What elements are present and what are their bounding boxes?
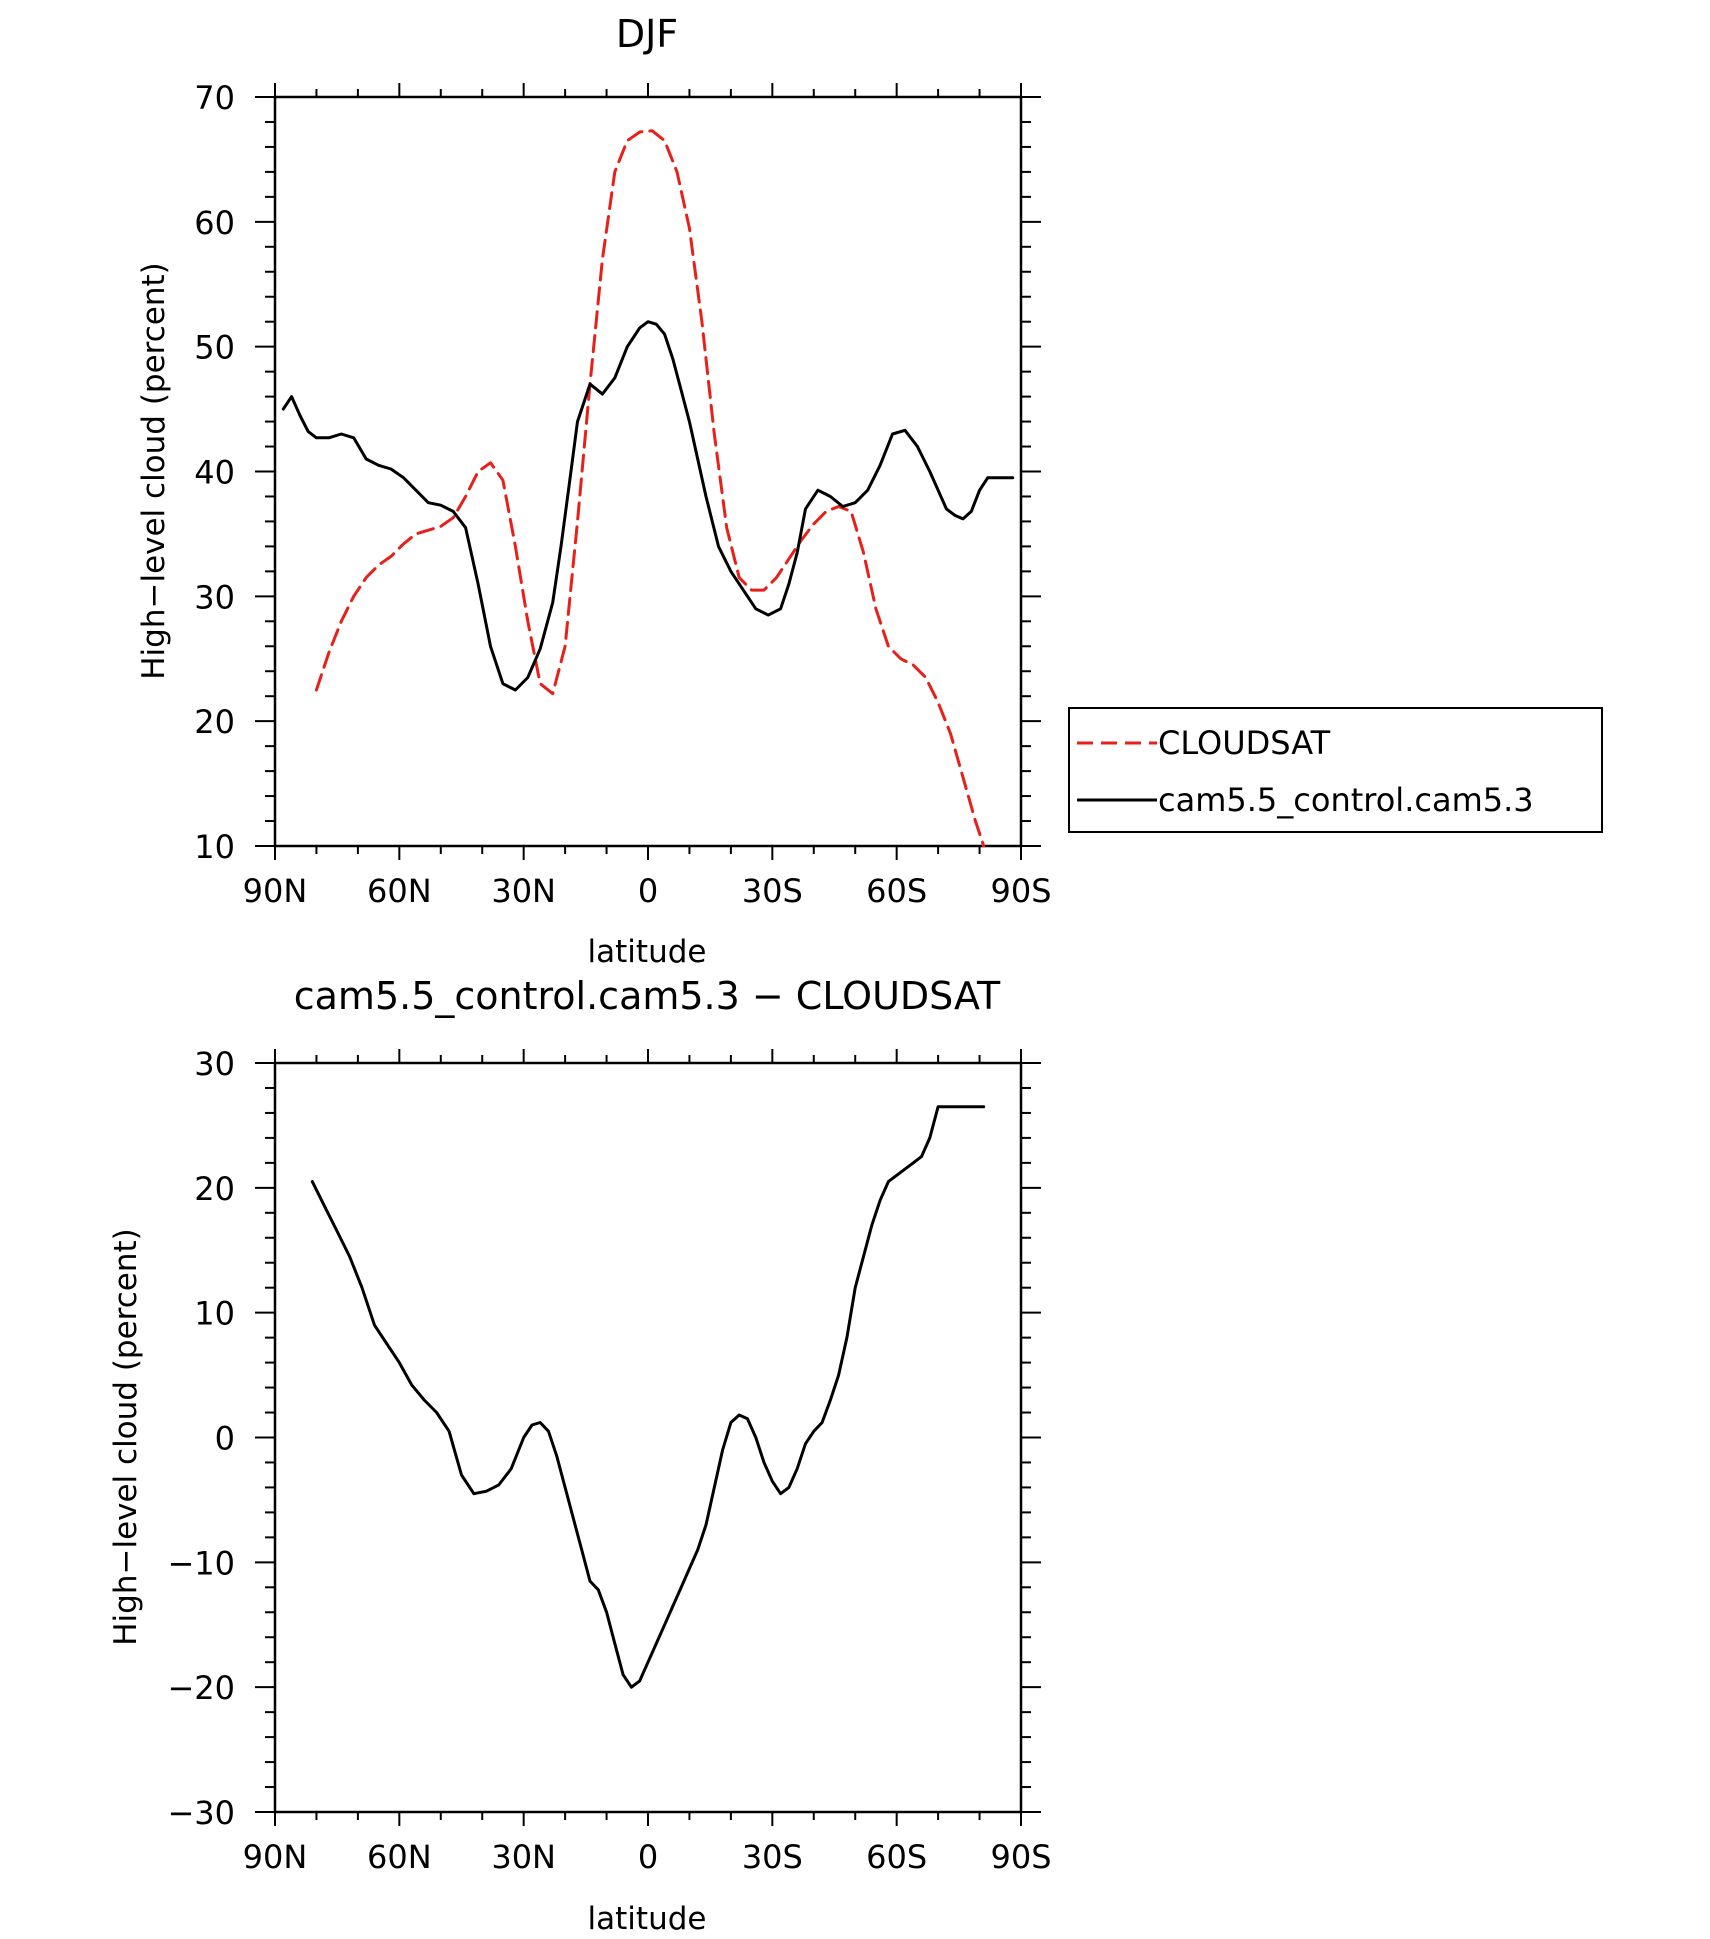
top-x-tick-label: 30N — [491, 872, 556, 910]
bottom-x-tick-label: 30N — [491, 1838, 556, 1876]
top-y-tick-label: 70 — [194, 79, 235, 117]
top-chart-plot-frame — [273, 95, 1023, 848]
top-x-tick-label: 60N — [367, 872, 432, 910]
top-y-tick-label: 20 — [194, 703, 235, 741]
top-chart-ticks — [255, 83, 1041, 860]
bottom-y-tick-label: −30 — [167, 1794, 235, 1832]
legend-label-cloudsat: CLOUDSAT — [1158, 724, 1331, 762]
top-y-tick-label: 10 — [194, 828, 235, 866]
bottom-y-tick-label: 30 — [194, 1045, 235, 1083]
top-y-tick-label: 50 — [194, 329, 235, 367]
top-series-line-cloudsat — [314, 129, 986, 848]
bottom-chart-ticks — [255, 1049, 1041, 1826]
bottom-x-tick-label: 90N — [243, 1838, 308, 1876]
top-chart-tick-labels: 90N 60N 30N 0 30S 60S 90S 10 20 30 40 50 60 70 — [194, 79, 1051, 910]
top-chart: DJF 90N 60N 30N 0 30S 60S 90S 10 20 30 40 50 60 70 la… — [136, 12, 1603, 970]
bottom-chart-series — [310, 1105, 986, 1689]
top-x-tick-label: 90S — [990, 872, 1051, 910]
bottom-x-tick-label: 60N — [367, 1838, 432, 1876]
bottom-x-tick-label: 90S — [990, 1838, 1051, 1876]
top-chart-series — [281, 129, 1015, 848]
legend-label-model: cam5.5_control.cam5.3 — [1158, 781, 1534, 819]
bottom-chart-plot-frame — [273, 1061, 1023, 1814]
legend-box — [1068, 707, 1603, 833]
top-y-tick-label: 30 — [194, 578, 235, 616]
top-chart-x-axis-label: latitude — [588, 934, 707, 970]
bottom-series-line-difference — [310, 1105, 986, 1689]
top-chart-title: DJF — [616, 12, 678, 56]
bottom-x-tick-label: 30S — [742, 1838, 803, 1876]
bottom-y-tick-label: 10 — [194, 1295, 235, 1333]
bottom-y-tick-label: 20 — [194, 1170, 235, 1208]
bottom-chart-title: cam5.5_control.cam5.3 − CLOUDSAT — [294, 974, 1001, 1018]
top-y-tick-label: 40 — [194, 454, 235, 492]
top-x-tick-label: 60S — [866, 872, 927, 910]
bottom-chart-y-axis-label: High−level cloud (percent) — [108, 1228, 144, 1646]
bottom-chart: cam5.5_control.cam5.3 − CLOUDSAT 90N 60N 3… — [108, 974, 1052, 1937]
top-x-tick-label: 90N — [243, 872, 308, 910]
bottom-y-tick-label: 0 — [215, 1420, 235, 1458]
top-x-tick-label: 30S — [742, 872, 803, 910]
bottom-y-tick-label: −20 — [167, 1669, 235, 1707]
bottom-chart-tick-labels: 90N 60N 30N 0 30S 60S 90S −30 −20 −10 0 10 20 30 — [167, 1045, 1051, 1876]
top-y-tick-label: 60 — [194, 204, 235, 242]
top-chart-y-axis-label: High−level cloud (percent) — [136, 262, 172, 680]
bottom-y-tick-label: −10 — [167, 1544, 235, 1582]
bottom-x-tick-label: 60S — [866, 1838, 927, 1876]
legend: CLOUDSAT cam5.5_control.cam5.3 — [1068, 707, 1603, 833]
bottom-chart-x-axis-label: latitude — [588, 1901, 707, 1937]
bottom-x-tick-label: 0 — [638, 1838, 658, 1876]
top-series-line-cam5-5-control-cam5-3 — [281, 320, 1015, 692]
top-x-tick-label: 0 — [638, 872, 658, 910]
